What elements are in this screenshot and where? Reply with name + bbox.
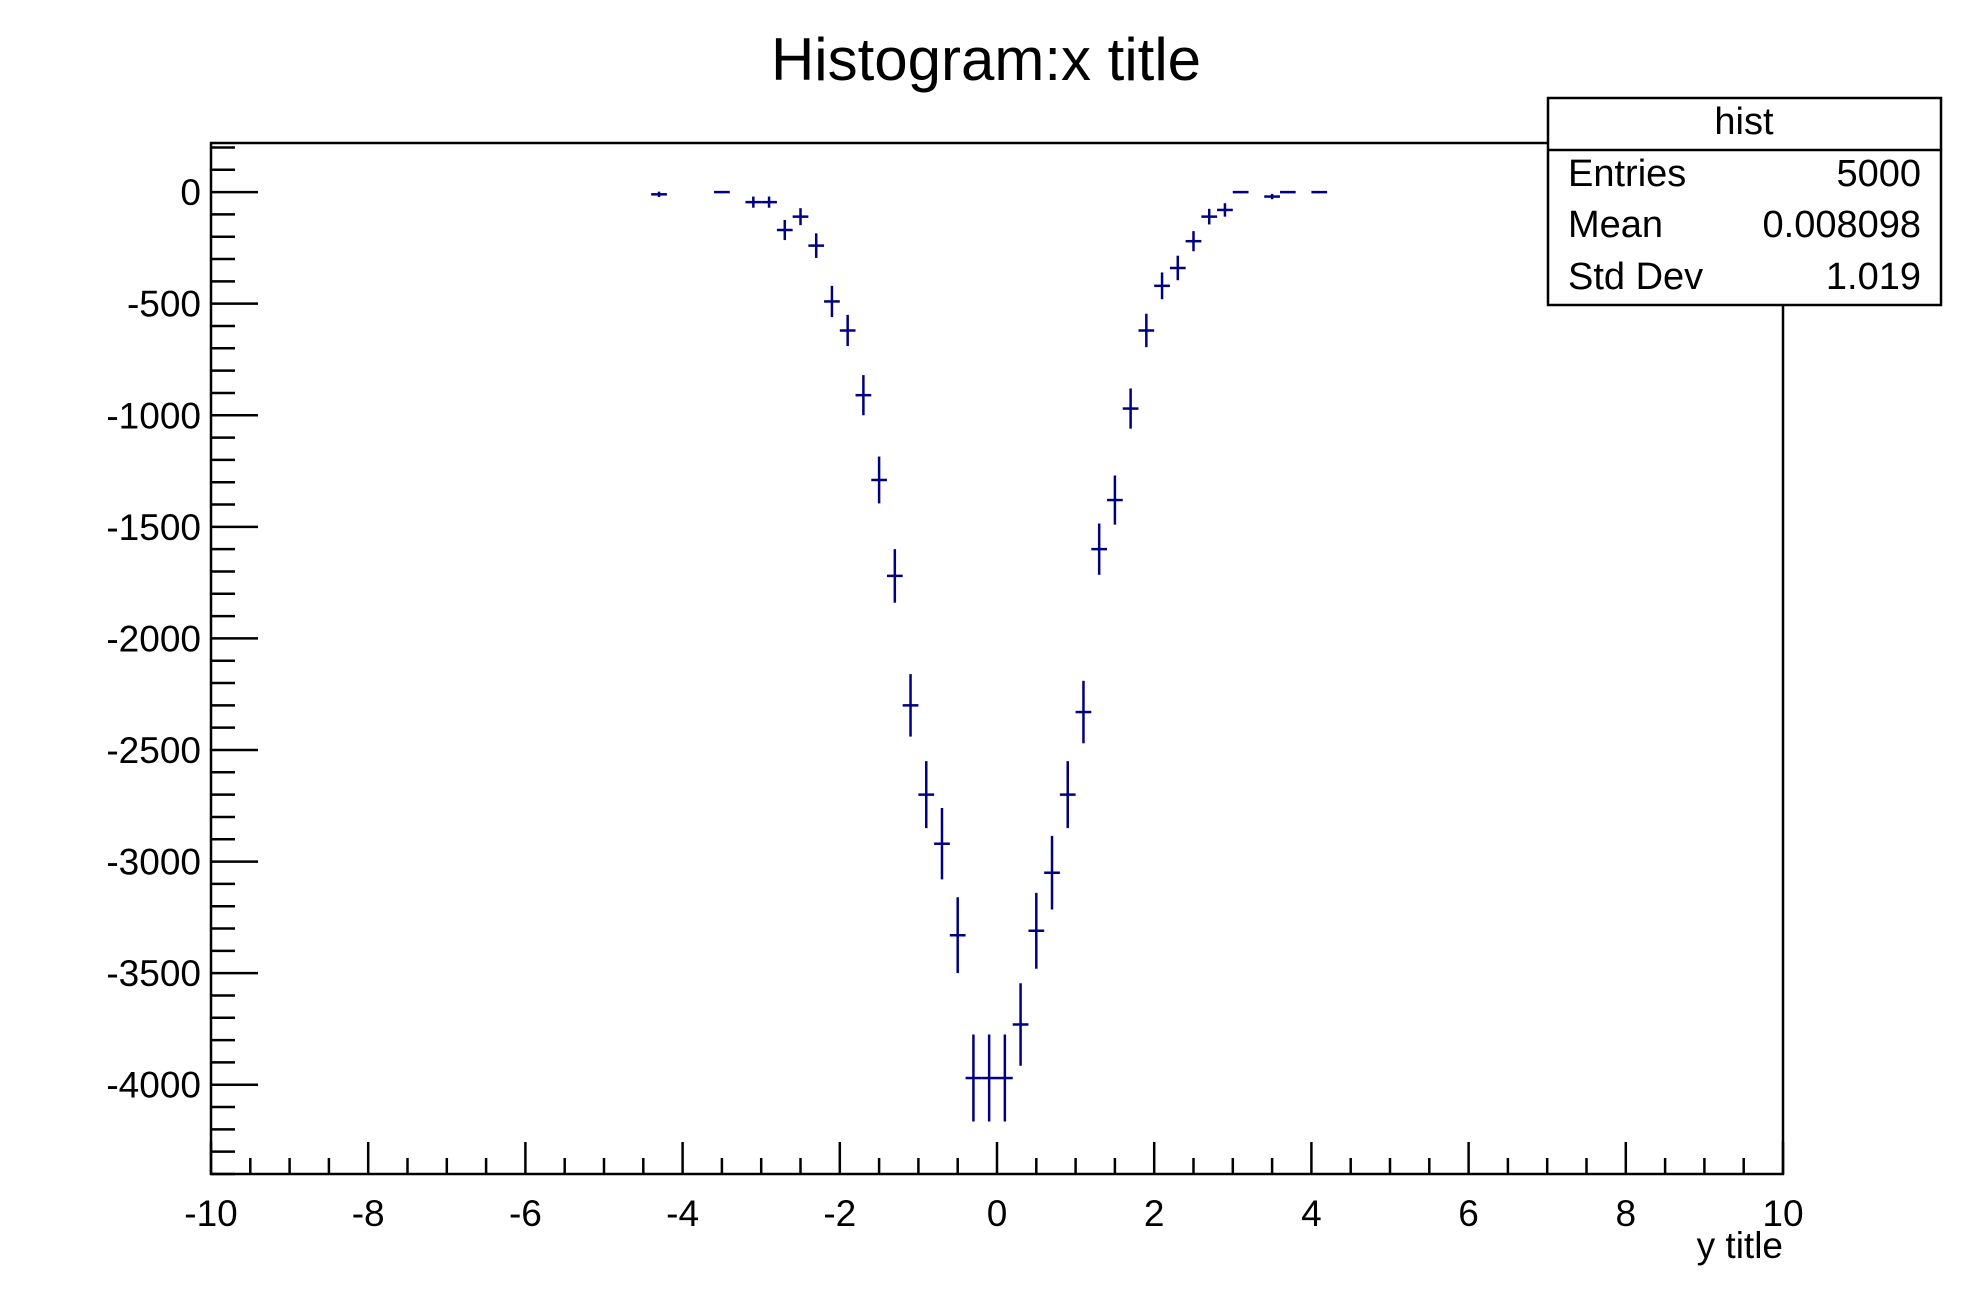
x-tick-label: 6 — [1458, 1193, 1479, 1234]
data-point — [1185, 231, 1202, 252]
data-point — [808, 233, 825, 258]
data-point — [1154, 272, 1170, 300]
stats-stddev-value: 1.019 — [1826, 256, 1921, 298]
stats-box-name: hist — [1714, 101, 1774, 143]
stats-mean-value: 0.008098 — [1763, 204, 1922, 246]
data-point — [934, 808, 950, 880]
x-axis: -10 -8 -6 -4 -2 0 2 4 6 8 10 — [184, 1142, 1804, 1234]
y-tick-label: -1000 — [106, 395, 201, 436]
data-point — [1107, 475, 1123, 525]
x-tick-label: 0 — [987, 1193, 1008, 1234]
x-tick-label: 2 — [1144, 1193, 1165, 1234]
y-tick-label: -2500 — [106, 730, 201, 771]
x-tick-label: 4 — [1301, 1193, 1322, 1234]
data-point — [761, 196, 777, 208]
y-tick-label: -3000 — [106, 842, 201, 883]
data-point — [1217, 203, 1233, 217]
stats-entries-label: Entries — [1568, 153, 1686, 195]
data-point — [1012, 983, 1029, 1066]
data-point — [1169, 255, 1186, 281]
data-point — [981, 1034, 997, 1122]
x-tick-label: -6 — [509, 1193, 542, 1234]
data-point — [902, 674, 919, 737]
data-point — [1028, 892, 1045, 969]
data-point — [839, 314, 856, 347]
data-point — [1232, 190, 1249, 194]
stats-entries-value: 5000 — [1836, 153, 1921, 195]
data-point — [997, 1034, 1013, 1122]
x-tick-label: -10 — [184, 1193, 237, 1234]
x-tick-label: -2 — [823, 1193, 856, 1234]
x-tick-label: 8 — [1616, 1193, 1637, 1234]
data-point — [855, 375, 872, 416]
data-point — [1059, 761, 1076, 829]
data-point — [824, 285, 840, 318]
data-point — [1311, 190, 1328, 194]
data-point — [1264, 193, 1280, 200]
stats-stddev-label: Std Dev — [1568, 256, 1703, 298]
data-point — [1122, 388, 1139, 429]
data-markers — [651, 190, 1328, 1122]
x-tick-label: -4 — [666, 1193, 699, 1234]
x-axis-title: y title — [1697, 1225, 1783, 1266]
data-point — [1075, 680, 1092, 744]
data-point — [776, 219, 793, 241]
data-point — [886, 549, 903, 603]
stats-mean-label: Mean — [1568, 204, 1663, 246]
data-point — [792, 208, 809, 226]
data-point — [965, 1034, 982, 1122]
stats-box: hist Entries 5000 Mean 0.008098 Std Dev … — [1546, 96, 1943, 307]
y-axis: 0 -500 -1000 -1500 -2000 -2500 -3000 -3500 -4000 — [106, 146, 258, 1176]
data-point — [651, 191, 667, 198]
data-point — [1044, 835, 1060, 910]
y-tick-label: -1500 — [106, 507, 201, 548]
data-point — [871, 456, 887, 504]
stats-box-frame — [1546, 96, 1943, 307]
data-point — [1138, 313, 1155, 348]
x-tick-label: -8 — [352, 1193, 385, 1234]
y-tick-label: -2000 — [106, 618, 201, 659]
y-tick-label: -3500 — [106, 953, 201, 994]
data-point — [1201, 208, 1218, 225]
y-tick-label: -4000 — [106, 1065, 201, 1106]
data-point — [714, 190, 730, 194]
data-point — [918, 761, 935, 829]
data-point — [1091, 523, 1108, 575]
chart-title: Histogram:x title — [771, 26, 1201, 93]
y-tick-label: -500 — [127, 284, 201, 325]
data-point — [949, 897, 966, 974]
x-tick-label: 10 — [1762, 1193, 1803, 1234]
data-point — [745, 196, 762, 208]
data-point — [1279, 190, 1296, 194]
y-tick-label: 0 — [180, 172, 201, 213]
